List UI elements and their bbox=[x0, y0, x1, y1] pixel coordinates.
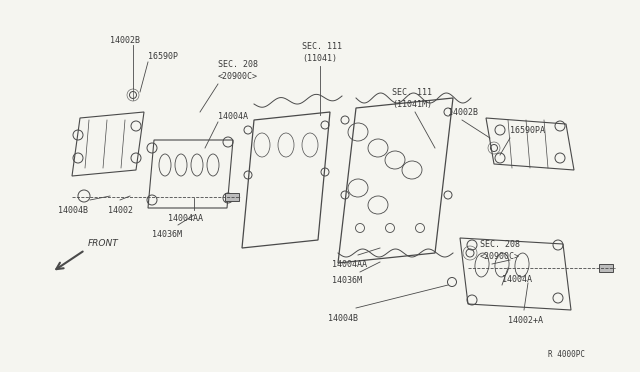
Text: 14002B: 14002B bbox=[448, 108, 478, 117]
Text: 14004B: 14004B bbox=[58, 206, 88, 215]
Text: 14036M: 14036M bbox=[332, 276, 362, 285]
Text: 14002: 14002 bbox=[108, 206, 133, 215]
Text: 14004B: 14004B bbox=[328, 314, 358, 323]
Text: 14036M: 14036M bbox=[152, 230, 182, 239]
Text: 14004A: 14004A bbox=[502, 275, 532, 284]
FancyBboxPatch shape bbox=[599, 264, 613, 272]
Text: SEC. 111: SEC. 111 bbox=[302, 42, 342, 51]
Text: SEC. 208: SEC. 208 bbox=[218, 60, 258, 69]
Text: 14004AA: 14004AA bbox=[168, 214, 203, 223]
Text: R 4000PC: R 4000PC bbox=[548, 350, 585, 359]
Text: 14004AA: 14004AA bbox=[332, 260, 367, 269]
Text: 14002+A: 14002+A bbox=[508, 316, 543, 325]
Text: 16590P: 16590P bbox=[148, 52, 178, 61]
Text: SEC. 208: SEC. 208 bbox=[480, 240, 520, 249]
Text: 14004A: 14004A bbox=[218, 112, 248, 121]
Text: <20900C>: <20900C> bbox=[480, 252, 520, 261]
Text: 14002B: 14002B bbox=[110, 36, 140, 45]
FancyBboxPatch shape bbox=[225, 193, 239, 201]
Text: <20900C>: <20900C> bbox=[218, 72, 258, 81]
Text: (11041M): (11041M) bbox=[392, 100, 432, 109]
Text: SEC. 111: SEC. 111 bbox=[392, 88, 432, 97]
Text: FRONT: FRONT bbox=[88, 239, 119, 248]
Text: (11041): (11041) bbox=[302, 54, 337, 63]
Text: 16590PA: 16590PA bbox=[510, 126, 545, 135]
